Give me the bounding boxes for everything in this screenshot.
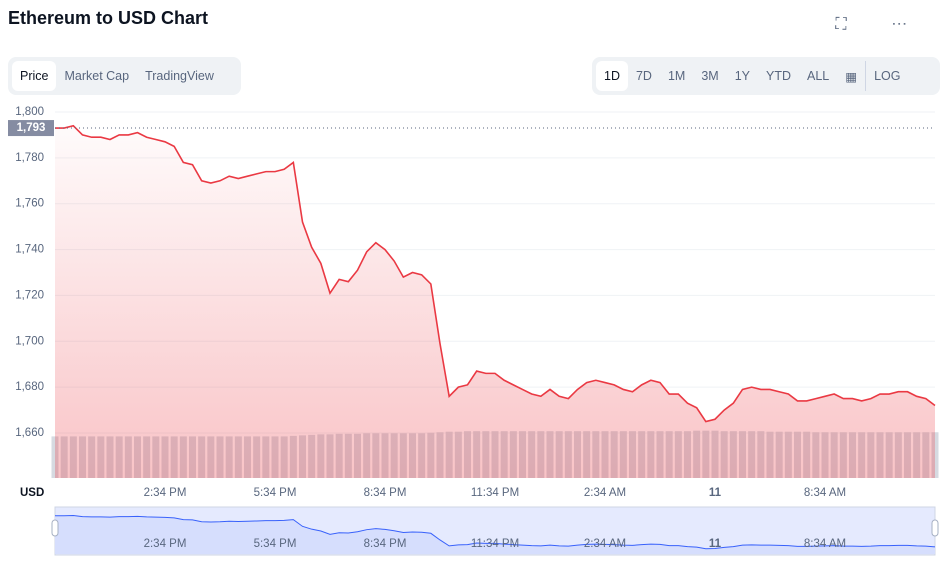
range[interactable]: 3M (701, 69, 719, 83)
currency-label: USD (20, 487, 44, 499)
navigator-tick-label: 5:34 PM (254, 538, 297, 550)
x-tick-label: 5:34 PM (254, 487, 297, 499)
y-tick-label: 1,720 (15, 289, 44, 301)
navigator-tick-label: 2:34 PM (144, 538, 187, 550)
range[interactable]: 7D (635, 69, 652, 83)
y-tick-label: 1,700 (15, 335, 44, 347)
navigator-tick-label: 8:34 AM (804, 538, 846, 550)
range[interactable]: 1M (667, 69, 686, 83)
title: Ethereum to USD Chart (8, 8, 209, 28)
y-tick-label: 1,800 (15, 106, 44, 118)
price-line (55, 124, 936, 423)
range[interactable]: YTD (766, 69, 792, 83)
navigator-line (55, 515, 936, 550)
navigator-tick-label: 8:34 PM (364, 538, 407, 550)
toolbar-icons[interactable]: ⛶ ⋯ (835, 16, 927, 33)
navigator-handle[interactable] (931, 519, 939, 537)
area-fill (55, 125, 935, 478)
y-tick-label: 1,680 (15, 381, 44, 393)
calendar[interactable]: ▦ (845, 69, 858, 84)
navigator-tick-label: 2:34 AM (584, 538, 626, 550)
x-tick-label: 8:34 PM (364, 487, 407, 499)
range[interactable]: 1D (596, 61, 628, 91)
current-price-label: 1,793 (17, 122, 46, 134)
log-toggle[interactable]: LOG (865, 61, 908, 91)
tab[interactable]: Price (12, 61, 57, 91)
x-tick-label: 8:34 AM (804, 487, 846, 499)
range-group: 1D 7D 1M 3M 1Y YTD ALL ▦ LOG (592, 57, 940, 95)
tab[interactable]: Market Cap (64, 69, 130, 83)
navigator-handle[interactable] (51, 519, 59, 537)
tab-group: Price Market Cap TradingView (8, 57, 241, 95)
tab[interactable]: TradingView (145, 69, 214, 83)
y-tick-label: 1,780 (15, 152, 44, 164)
y-tick-label: 1,760 (15, 198, 44, 210)
navigator-area (55, 515, 935, 554)
x-tick-label: 2:34 AM (584, 487, 626, 499)
current-price-badge (8, 120, 54, 137)
range[interactable]: 1Y (734, 69, 751, 83)
navigator-tick-label: 11:34 PM (471, 538, 519, 550)
navigator-tick-label: 11 (709, 538, 722, 550)
range[interactable]: ALL (807, 69, 830, 83)
y-tick-label: 1,660 (15, 427, 44, 439)
x-tick-label: 11 (709, 487, 722, 499)
x-tick-label: 11:34 PM (471, 487, 519, 499)
x-tick-label: 2:34 PM (144, 487, 187, 499)
y-tick-label: 1,740 (15, 244, 44, 256)
